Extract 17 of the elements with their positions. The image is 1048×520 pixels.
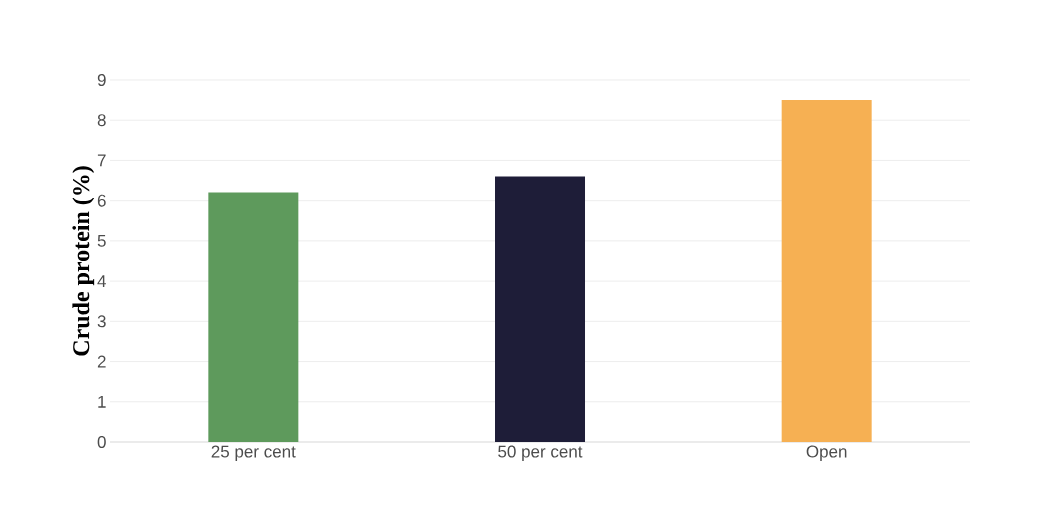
y-tick-label: 3 [97, 315, 106, 328]
bar [781, 100, 872, 442]
y-tick-label: 9 [97, 73, 106, 87]
y-tick-label: 4 [97, 275, 106, 287]
x-tick-label: Open [806, 445, 847, 461]
y-axis-title: Crude protein (%) [72, 166, 95, 356]
x-tick-label: 50 per cent [498, 445, 583, 461]
y-tick-label: 6 [97, 194, 106, 207]
y-tick-label: 7 [97, 154, 106, 167]
x-tick-label: 25 per cent [211, 445, 296, 461]
bar [495, 176, 586, 442]
y-tick-label: 8 [97, 114, 106, 127]
y-tick-label: 0 [97, 435, 106, 449]
y-tick-label: 1 [98, 395, 106, 408]
bar [208, 192, 299, 442]
y-tick-label: 5 [97, 234, 106, 247]
y-tick-label: 2 [97, 355, 106, 368]
